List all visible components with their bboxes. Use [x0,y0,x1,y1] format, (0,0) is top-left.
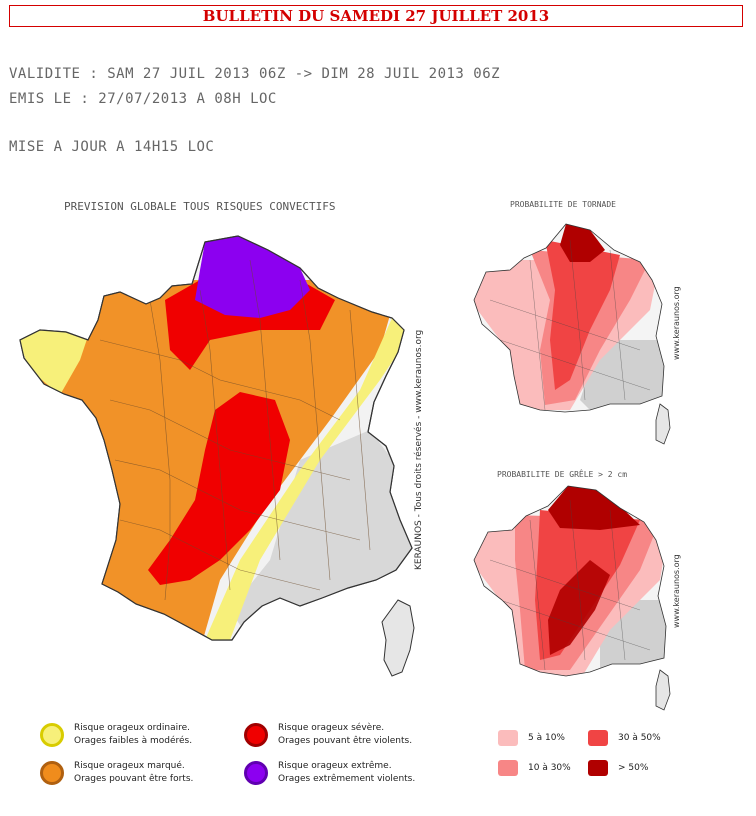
tornado-corsica [655,403,671,445]
prob-label-30-50: 30 à 50% [618,733,661,743]
legend-severe-line1: Risque orageux sévère. [278,723,385,733]
legend-dot-marked [40,761,64,785]
legend-ordinary-line1: Risque orageux ordinaire. [74,723,191,733]
legend-ordinary: Risque orageux ordinaire. Orages faibles … [40,722,192,748]
tornado-zone-30-50 [545,240,620,390]
hail-map-caption: PROBABILITE DE GRÊLE > 2 cm [497,470,628,479]
legend-marked: Risque orageux marqué. Orages pouvant êtr… [40,760,193,786]
risk-zone-extreme [195,236,310,318]
legend-extreme-line2: Orages extrêmement violents. [278,774,416,784]
legend-dot-severe [244,723,268,747]
legend-extreme-line1: Risque orageux extrême. [278,761,392,771]
prob-legend-5-10: 5 à 10% [498,730,565,746]
hail-corsica [655,669,671,711]
legend-ordinary-line2: Orages faibles à modérés. [74,736,193,746]
hail-map-watermark: www.keraunos.org [672,554,681,628]
issued-text: EMIS LE : 27/07/2013 A 08H LOC [9,91,277,107]
legend-marked-line2: Orages pouvant être forts. [74,774,194,784]
risk-zone-ordinary-east [205,300,412,640]
update-text: MISE A JOUR A 14H15 LOC [9,139,215,155]
hail-zone-gt-50-south [548,560,610,655]
hail-zone-gt-50-north [548,486,640,530]
prob-label-10-30: 10 à 30% [528,763,571,773]
legend-marked-line1: Risque orageux marqué. [74,761,185,771]
tornado-map-caption: PROBABILITE DE TORNADE [510,200,616,209]
corsica-island [381,599,415,677]
legend-extreme: Risque orageux extrême. Orages extrêmemen… [244,760,415,786]
risk-zone-severe-center [148,392,290,585]
prob-legend-10-30: 10 à 30% [498,760,571,776]
main-map-caption: PREVISION GLOBALE TOUS RISQUES CONVECTIF… [64,200,336,213]
prob-legend-gt-50: > 50% [588,760,648,776]
prob-swatch-30-50 [588,730,608,746]
prob-legend-30-50: 30 à 50% [588,730,661,746]
validity-text: VALIDITE : SAM 27 JUIL 2013 06Z -> DIM 2… [9,66,501,82]
legend-severe: Risque orageux sévère. Orages pouvant êtr… [244,722,412,748]
legend-dot-extreme [244,761,268,785]
prob-swatch-5-10 [498,730,518,746]
prob-label-5-10: 5 à 10% [528,733,565,743]
legend-severe-line2: Orages pouvant être violents. [278,736,413,746]
prob-swatch-gt-50 [588,760,608,776]
prob-label-gt-50: > 50% [618,763,649,773]
risk-zone-ordinary-west [20,320,90,395]
prob-swatch-10-30 [498,760,518,776]
legend-dot-ordinary [40,723,64,747]
bulletin-title: BULLETIN DU SAMEDI 27 JUILLET 2013 [9,5,743,27]
